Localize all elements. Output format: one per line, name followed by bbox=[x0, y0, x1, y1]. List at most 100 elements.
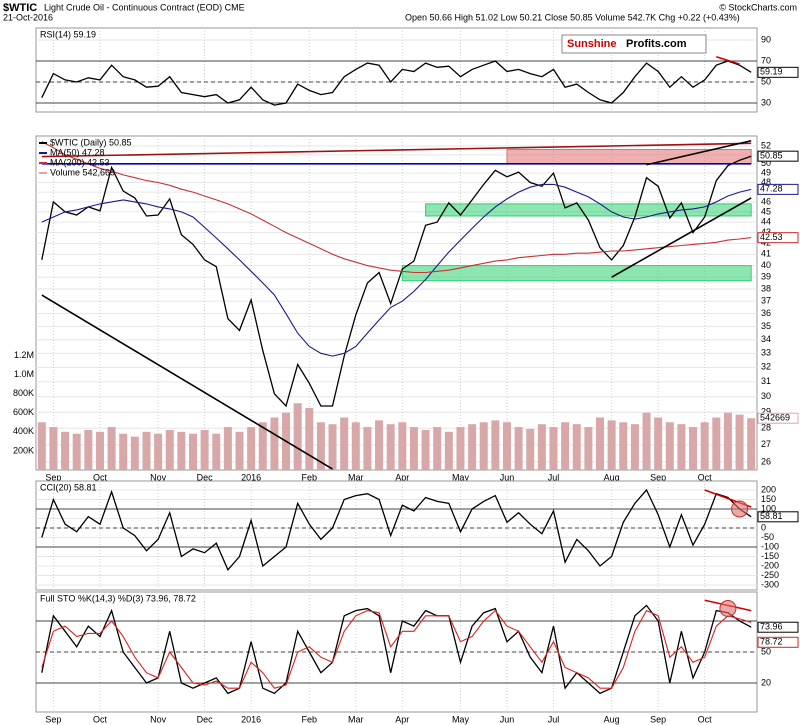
volume-bar bbox=[537, 424, 546, 470]
y-tick-label: 49 bbox=[761, 167, 771, 177]
volume-bar bbox=[677, 424, 686, 470]
x-tick-label: Oct bbox=[698, 714, 713, 724]
volume-bar bbox=[700, 422, 709, 470]
volume-bar bbox=[630, 424, 639, 470]
volume-bar bbox=[305, 407, 314, 470]
volume-bar bbox=[386, 424, 395, 470]
y-tick-label: 35 bbox=[761, 321, 771, 331]
x-tick-label: Nov bbox=[150, 472, 167, 482]
x-tick-label: Mar bbox=[348, 472, 364, 482]
value-tag-label: 50.85 bbox=[760, 151, 783, 161]
panel-title: Full STO %K(14,3) %D(3) 73.96, 78.72 bbox=[40, 593, 196, 603]
volume-bar bbox=[328, 424, 337, 470]
volume-bar bbox=[723, 412, 732, 470]
x-tick-label: Sep bbox=[45, 714, 61, 724]
volume-bar bbox=[293, 403, 302, 470]
y-tick-label: 30 bbox=[761, 391, 771, 401]
volume-bar bbox=[84, 429, 93, 470]
volume-bar bbox=[421, 429, 430, 470]
y-tick-label: 30 bbox=[761, 97, 771, 107]
y-tick-label: -100 bbox=[761, 541, 779, 551]
volume-bar bbox=[735, 414, 744, 470]
volume-bar bbox=[316, 422, 325, 470]
legend-label: MA(50) 47.28 bbox=[50, 147, 105, 157]
y-tick-label: 600K bbox=[13, 407, 34, 417]
volume-bar bbox=[340, 417, 349, 470]
y-tick-label: -250 bbox=[761, 570, 779, 580]
annotation-line bbox=[41, 142, 752, 158]
volume-bar bbox=[456, 427, 465, 470]
y-tick-label: 28 bbox=[761, 423, 771, 433]
value-tag-label: 58.81 bbox=[760, 511, 783, 521]
instrument-name: Light Crude Oil - Continuous Contract (E… bbox=[44, 2, 245, 12]
annotation-circle bbox=[731, 500, 749, 518]
y-tick-label: 50 bbox=[761, 76, 771, 86]
volume-bar bbox=[200, 429, 209, 470]
volume-bar bbox=[584, 427, 593, 470]
volume-bar bbox=[165, 429, 174, 470]
annotation-line bbox=[41, 294, 333, 470]
x-tick-label: Feb bbox=[302, 472, 318, 482]
y-tick-label: 1.2M bbox=[14, 350, 34, 360]
volume-bar bbox=[375, 420, 384, 470]
y-tick-label: 400K bbox=[13, 426, 34, 436]
series-line bbox=[41, 155, 752, 408]
volume-bar bbox=[154, 433, 163, 470]
y-tick-label: 37 bbox=[761, 296, 771, 306]
x-tick-label: Nov bbox=[150, 714, 167, 724]
y-tick-label: 43 bbox=[761, 227, 771, 237]
y-tick-label: 150 bbox=[761, 494, 776, 504]
x-tick-label: Jul bbox=[548, 472, 560, 482]
y-tick-label: 20 bbox=[761, 677, 771, 687]
volume-bar bbox=[351, 422, 360, 470]
panel-title: CCI(20) 58.81 bbox=[40, 482, 97, 492]
y-tick-label: 100 bbox=[761, 503, 776, 513]
volume-bar bbox=[502, 422, 511, 470]
y-tick-label: 26 bbox=[761, 456, 771, 466]
y-tick-label: 32 bbox=[761, 362, 771, 372]
y-tick-label: -150 bbox=[761, 551, 779, 561]
volume-bar bbox=[37, 422, 46, 470]
x-tick-label: Jun bbox=[500, 714, 515, 724]
x-tick-label: Aug bbox=[604, 472, 620, 482]
volume-bar bbox=[468, 424, 477, 470]
volume-bar bbox=[223, 427, 232, 470]
y-tick-label: 34 bbox=[761, 334, 771, 344]
value-tag bbox=[757, 66, 799, 78]
volume-bar bbox=[95, 431, 104, 470]
x-tick-label: Oct bbox=[698, 472, 713, 482]
volume-bar bbox=[49, 427, 58, 470]
volume-bar bbox=[142, 431, 151, 470]
y-tick-label: 33 bbox=[761, 348, 771, 358]
x-tick-label: Jul bbox=[548, 714, 560, 724]
series-line bbox=[41, 60, 752, 106]
volume-bar bbox=[177, 431, 186, 470]
logo-box bbox=[561, 34, 707, 54]
y-tick-label: 40 bbox=[761, 260, 771, 270]
y-tick-label: -300 bbox=[761, 579, 779, 589]
value-tag bbox=[757, 150, 799, 162]
y-tick-label: 0 bbox=[761, 522, 766, 532]
volume-bar bbox=[514, 427, 523, 470]
volume-bar bbox=[72, 433, 81, 470]
volume-bar bbox=[665, 422, 674, 470]
y-tick-label: 31 bbox=[761, 376, 771, 386]
volume-bar bbox=[619, 422, 628, 470]
value-tag bbox=[757, 412, 799, 424]
date: 21-Oct-2016 bbox=[3, 12, 53, 22]
y-tick-label: 50 bbox=[761, 158, 771, 168]
legend-label: MA(200) 42.53 bbox=[50, 157, 110, 167]
series-line bbox=[41, 141, 752, 274]
y-tick-label: 39 bbox=[761, 272, 771, 282]
x-tick-label: May bbox=[452, 714, 470, 724]
x-tick-label: May bbox=[452, 472, 470, 482]
value-tag bbox=[757, 636, 799, 648]
annotation-line bbox=[646, 139, 752, 166]
volume-bar bbox=[270, 417, 279, 470]
value-tag bbox=[757, 232, 799, 244]
volume-bar bbox=[654, 417, 663, 470]
volume-bar bbox=[107, 427, 116, 470]
value-tag-label: 59.19 bbox=[760, 67, 783, 77]
volume-bar bbox=[572, 424, 581, 470]
